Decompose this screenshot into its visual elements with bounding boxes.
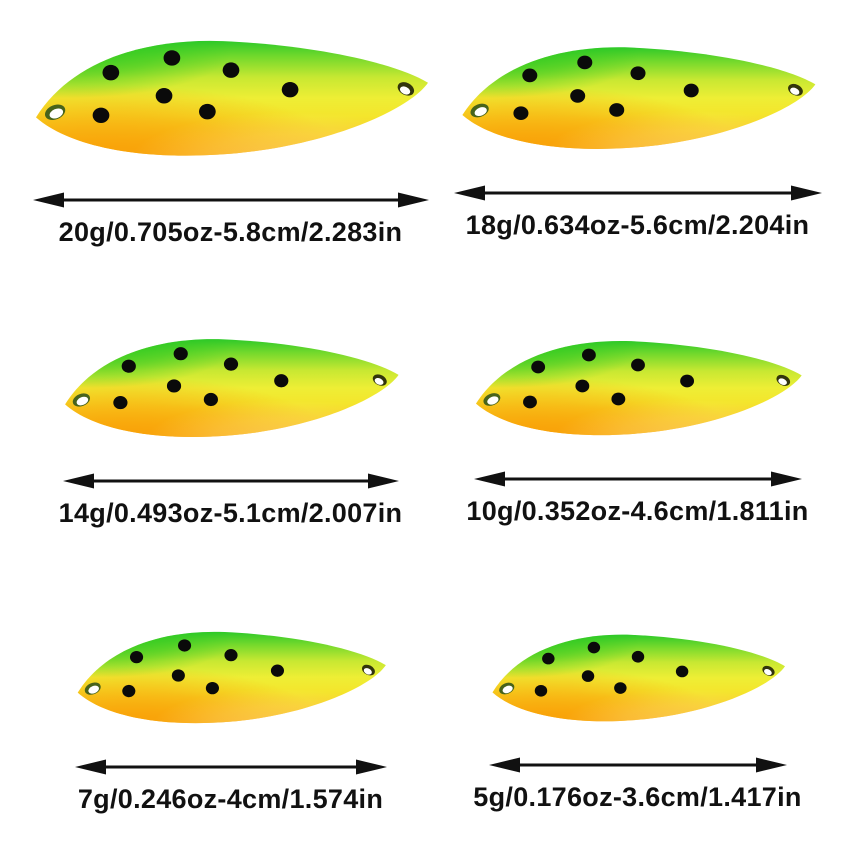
arrow-head-right [355, 759, 387, 775]
size-label: 10g/0.352oz-4.6cm/1.811in [466, 496, 809, 526]
length-dimension-arrow [62, 471, 399, 491]
size-variant-cell-20g: 20g/0.705oz-5.8cm/2.283in [0, 0, 429, 283]
eyelet-hole-right-inner [789, 87, 799, 95]
arrow-head-left [74, 759, 106, 775]
black-spot [121, 359, 136, 373]
eyelet-hole-left-inner [474, 106, 487, 116]
black-spot [205, 681, 219, 695]
arrow-head-left [488, 757, 520, 772]
spoon-bottom-sheen [475, 340, 802, 436]
size-variant-cell-5g: 5g/0.176oz-3.6cm/1.417in [425, 567, 850, 850]
black-spot [541, 652, 555, 664]
black-spot [683, 83, 699, 97]
spoon-bottom-sheen [64, 339, 399, 438]
length-dimension-arrow [488, 755, 787, 775]
size-label: 18g/0.634oz-5.6cm/2.204in [465, 209, 810, 240]
black-spot [171, 669, 185, 682]
size-variant-cell-7g: 7g/0.246oz-4cm/1.574in [0, 567, 425, 850]
lure-spoon-photo [60, 335, 402, 439]
black-spot [629, 65, 646, 80]
black-spot [574, 379, 589, 393]
size-label: 20g/0.705oz-5.8cm/2.283in [58, 216, 403, 247]
eyelet-hole-left-inner [49, 107, 63, 118]
black-spot [223, 649, 238, 662]
lure-spoon-photo [457, 43, 819, 151]
black-spot [630, 358, 645, 372]
black-spot [576, 55, 592, 69]
lure-spoon-photo [471, 337, 805, 437]
black-spot [270, 664, 284, 677]
spoon-bottom-sheen [35, 40, 428, 156]
black-spot [613, 681, 627, 694]
lure-spoon-photo [488, 631, 788, 723]
spoon-bottom-sheen [492, 634, 785, 721]
arrow-head-right [770, 471, 802, 487]
eyelet-hole-right-inner [363, 668, 372, 675]
lure-spoon-photo [73, 628, 389, 725]
black-spot [675, 665, 688, 677]
eyelet-hole-left-inner [486, 396, 498, 405]
black-spot [177, 639, 191, 652]
size-label: 7g/0.246oz-4cm/1.574in [77, 784, 384, 814]
eyelet-hole-right-inner [763, 668, 772, 675]
black-spot [203, 392, 218, 407]
black-spot [102, 64, 119, 80]
black-spot [273, 374, 288, 388]
black-spot [92, 107, 109, 123]
eyelet-hole-left-inner [87, 685, 99, 694]
black-spot [569, 88, 585, 103]
size-variant-cell-18g: 18g/0.634oz-5.6cm/2.204in [425, 0, 850, 283]
black-spot [587, 641, 600, 653]
length-dimension-arrow [74, 757, 387, 777]
length-dimension-arrow [453, 183, 822, 203]
black-spot [173, 347, 188, 361]
arrow-head-right [755, 757, 787, 772]
arrow-head-right [397, 192, 429, 207]
arrow-head-right [790, 185, 822, 200]
black-spot [222, 61, 239, 78]
arrow-head-left [32, 192, 64, 207]
black-spot [610, 392, 625, 406]
eyelet-hole-right-inner [399, 85, 410, 95]
size-variant-cell-14g: 14g/0.493oz-5.1cm/2.007in [0, 283, 425, 567]
black-spot [679, 374, 694, 388]
length-dimension-arrow [473, 469, 802, 489]
black-spot [512, 105, 528, 120]
size-variant-cell-10g: 10g/0.352oz-4.6cm/1.811in [425, 283, 850, 567]
spoon-bottom-sheen [461, 46, 815, 149]
eyelet-hole-left-inner [502, 685, 513, 693]
black-spot [581, 348, 596, 362]
length-dimension-arrow [32, 190, 429, 210]
black-spot [121, 684, 135, 698]
black-spot [155, 87, 172, 104]
arrow-head-right [367, 473, 399, 489]
spoon-bottom-sheen [77, 631, 386, 724]
arrow-head-left [473, 471, 505, 487]
black-spot [522, 395, 537, 409]
black-spot [631, 650, 644, 663]
arrow-head-left [453, 185, 485, 200]
black-spot [608, 102, 624, 117]
arrow-head-left [62, 473, 94, 489]
black-spot [129, 650, 143, 664]
black-spot [163, 49, 180, 66]
eyelet-hole-right-inner [374, 377, 383, 385]
eyelet-hole-left-inner [76, 396, 88, 406]
black-spot [521, 68, 537, 82]
black-spot [166, 379, 181, 393]
lure-spoon-photo [30, 36, 432, 158]
black-spot [534, 684, 547, 697]
black-spot [581, 669, 594, 682]
size-label: 14g/0.493oz-5.1cm/2.007in [58, 498, 403, 528]
black-spot [112, 396, 127, 410]
eyelet-hole-right-inner [777, 378, 787, 386]
black-spot [198, 103, 216, 119]
black-spot [281, 81, 298, 97]
black-spot [530, 360, 545, 374]
black-spot [223, 357, 238, 371]
size-label: 5g/0.176oz-3.6cm/1.417in [473, 781, 802, 812]
